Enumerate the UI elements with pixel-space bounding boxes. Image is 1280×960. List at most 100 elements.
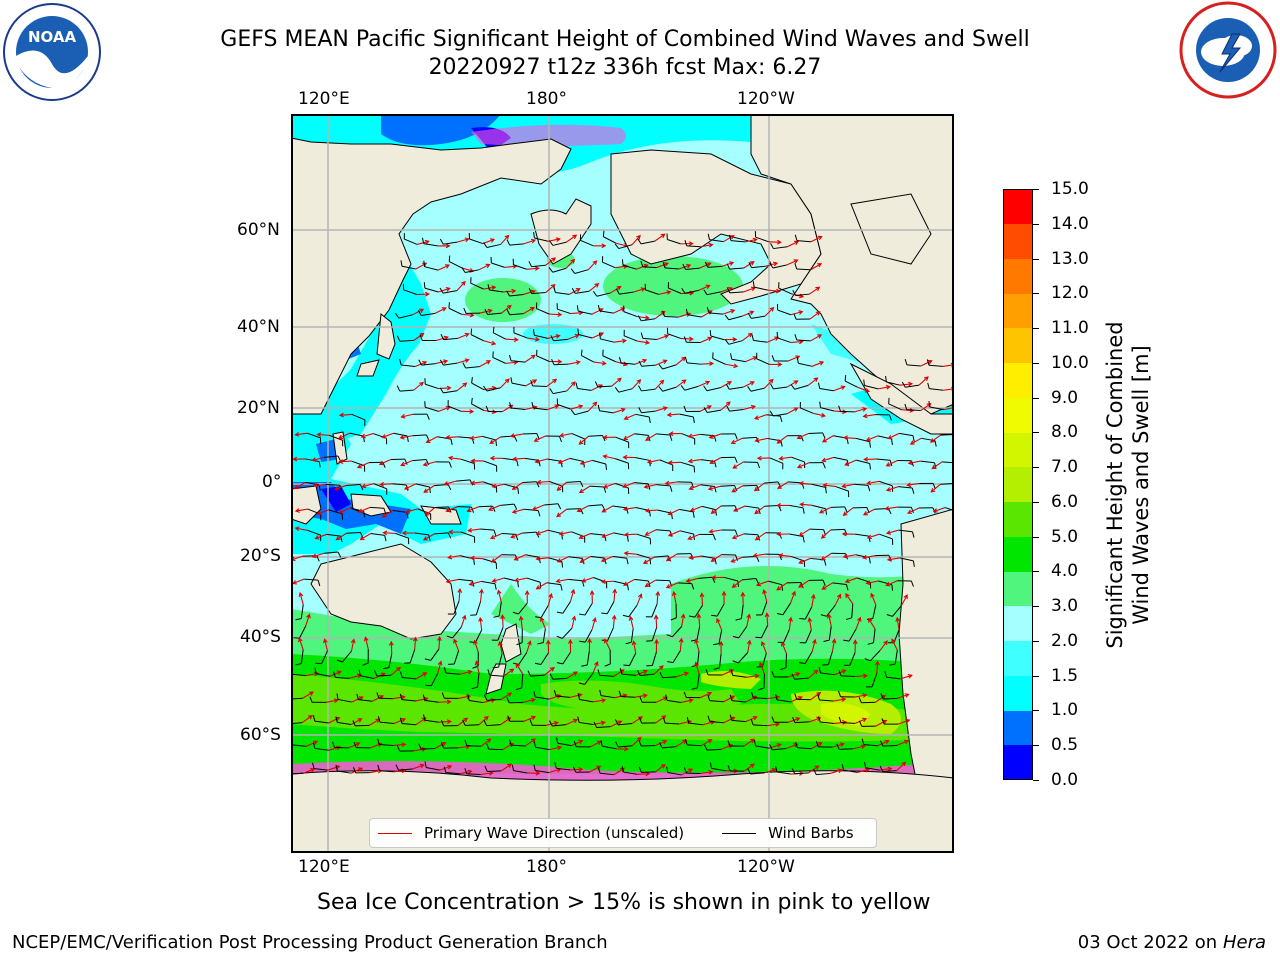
wind-barb xyxy=(679,413,694,418)
wave-direction-arrow xyxy=(807,617,813,631)
wind-barb xyxy=(623,335,638,342)
wave-direction-arrow xyxy=(496,589,502,603)
wind-barb xyxy=(701,505,716,511)
wind-barb xyxy=(740,604,744,619)
wave-direction-arrow xyxy=(875,694,887,703)
colorbar-bin xyxy=(1003,224,1033,259)
wave-direction-arrow xyxy=(302,691,314,699)
lat-label-60n: 60°N xyxy=(237,220,280,240)
wind-barb xyxy=(635,457,650,461)
wave-direction-arrow xyxy=(842,435,857,441)
wind-barb xyxy=(928,364,943,367)
colorbar-bin xyxy=(1003,363,1033,398)
wave-direction-arrow xyxy=(545,257,557,266)
wind-barb-flag xyxy=(534,662,542,665)
wave-direction-arrow xyxy=(549,359,563,365)
wind-barb-flag xyxy=(377,738,380,745)
wave-direction-arrow xyxy=(754,437,768,443)
wind-barb-flag xyxy=(404,458,408,465)
wind-barb xyxy=(522,481,537,484)
wind-barb-flag xyxy=(336,659,343,663)
wave-direction-arrow xyxy=(742,310,755,317)
wind-barb-flag xyxy=(549,388,554,394)
wave-direction-arrow xyxy=(885,459,898,467)
wind-barb xyxy=(851,603,854,618)
wind-barb xyxy=(489,289,504,293)
wind-barb-flag xyxy=(707,233,710,240)
wind-barb xyxy=(378,697,393,700)
wind-barb xyxy=(698,576,713,579)
wave-direction-arrow xyxy=(350,718,363,726)
wave-direction-arrow xyxy=(785,743,799,750)
wave-direction-arrow xyxy=(708,529,722,534)
wind-barb xyxy=(489,674,504,677)
wind-barb-flag xyxy=(399,671,403,678)
wind-barb-flag xyxy=(358,669,361,676)
wind-barb-flag xyxy=(912,435,915,442)
wave-direction-arrow xyxy=(611,614,617,628)
wind-barb-flag xyxy=(626,558,629,565)
wave-direction-arrow xyxy=(531,504,545,511)
wind-barb-flag xyxy=(639,696,643,703)
wind-barb-flag xyxy=(602,435,606,442)
wind-barb xyxy=(487,312,502,315)
wind-barb xyxy=(300,649,304,664)
wave-direction-arrow xyxy=(720,401,731,411)
wind-barb xyxy=(728,315,743,321)
wave-direction-arrow xyxy=(929,434,941,443)
wind-barb-flag xyxy=(309,696,313,703)
wave-direction-arrow xyxy=(658,290,672,295)
wave-direction-arrow xyxy=(437,635,442,650)
wave-direction-arrow xyxy=(482,238,496,245)
wave-direction-arrow xyxy=(601,505,614,513)
wave-direction-arrow xyxy=(547,404,560,411)
wind-barb xyxy=(434,506,449,509)
wind-barb-flag xyxy=(724,339,730,345)
wind-barb-flag xyxy=(637,238,642,245)
wind-barb xyxy=(540,652,549,665)
wave-direction-arrow xyxy=(425,436,438,443)
wave-direction-arrow xyxy=(845,593,854,605)
wind-barb xyxy=(794,772,809,775)
wind-barb xyxy=(667,771,682,776)
colorbar-tick-mark xyxy=(1033,675,1039,677)
wind-barb xyxy=(321,650,328,664)
wind-barb-flag xyxy=(682,263,687,270)
colorbar-tick-mark xyxy=(1033,293,1039,295)
wind-barb-flag xyxy=(549,673,554,680)
wind-barb-flag xyxy=(638,360,643,367)
wind-barb xyxy=(314,747,329,751)
wind-barb-flag xyxy=(780,667,787,671)
wave-direction-arrow xyxy=(578,485,591,494)
wind-barb-flag xyxy=(748,262,753,268)
wave-direction-arrow xyxy=(636,593,643,606)
wave-direction-arrow xyxy=(593,698,607,703)
wave-direction-arrow xyxy=(613,407,626,414)
wind-barb xyxy=(487,770,502,772)
wind-barb xyxy=(342,650,352,663)
wave-direction-arrow xyxy=(325,698,339,704)
wind-barb xyxy=(525,554,540,558)
wind-barb-flag xyxy=(932,483,936,490)
wind-barb-flag xyxy=(570,409,576,415)
legend-label-wave-direction: Primary Wave Direction (unscaled) xyxy=(424,824,685,842)
wave-direction-arrow xyxy=(306,671,319,677)
wind-barb-flag xyxy=(511,764,515,771)
wind-barb-flag xyxy=(605,463,608,470)
colorbar-bin xyxy=(1003,397,1033,433)
colorbar-tick-label: 14.0 xyxy=(1051,213,1089,234)
wind-barb-flag xyxy=(712,534,716,541)
wave-direction-arrow xyxy=(711,575,725,580)
wind-barb xyxy=(654,555,669,558)
wind-barb-flag xyxy=(685,308,689,315)
wind-barb xyxy=(640,240,655,245)
wind-barb-flag xyxy=(362,662,369,666)
wave-direction-arrow xyxy=(301,714,313,724)
wind-barb-flag xyxy=(396,385,401,392)
wind-barb xyxy=(404,238,418,245)
wave-direction-arrow xyxy=(622,482,635,489)
wave-direction-arrow xyxy=(361,483,374,489)
wave-direction-arrow xyxy=(593,243,607,249)
wind-barb-flag xyxy=(638,740,642,747)
wind-barb xyxy=(599,772,615,776)
